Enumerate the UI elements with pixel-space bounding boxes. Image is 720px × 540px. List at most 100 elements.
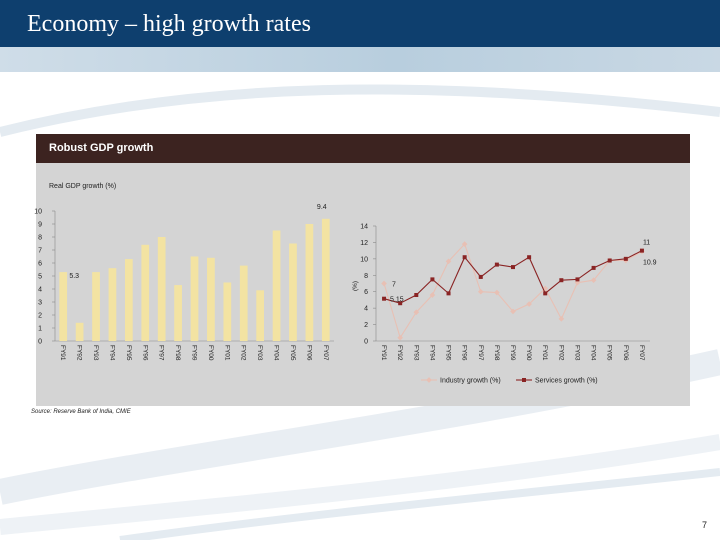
gdp-y-tick-label: 0 (38, 339, 42, 346)
gdp-y-tick-label: 8 (38, 235, 42, 242)
gdp-x-tick-label: FY00 (207, 345, 214, 361)
services-growth-point (527, 255, 532, 260)
gdp-x-tick-label: FY06 (305, 345, 312, 361)
growth-x-tick-label: FY95 (445, 345, 452, 361)
services-growth-point (382, 296, 387, 301)
gdp-bar (207, 257, 215, 341)
panel-header: Robust GDP growth (36, 134, 690, 163)
gdp-bar (190, 256, 199, 341)
growth-x-tick-label: FY00 (525, 345, 532, 361)
gdp-x-tick-label: FY98 (174, 345, 181, 361)
industry-growth-point (429, 292, 436, 298)
services-growth-point (639, 248, 644, 253)
title-bar: Economy – high growth rates (0, 0, 720, 47)
growth-x-tick-label: FY91 (380, 345, 387, 361)
industry-growth-point (397, 334, 404, 341)
gdp-bar (305, 224, 314, 341)
gdp-data-label: 5.3 (69, 273, 79, 280)
growth-x-tick-label: FY99 (509, 345, 516, 361)
industry-growth-line (383, 243, 643, 340)
industry-growth-point (461, 241, 468, 247)
growth-x-tick-label: FY02 (557, 345, 564, 361)
gdp-x-tick-label: FY95 (125, 345, 132, 361)
growth-y-tick-label: 8 (364, 273, 368, 280)
growth-data-label: 5.15 (390, 297, 404, 304)
growth-x-tick-label: FY07 (638, 345, 645, 361)
services-growth-point (591, 265, 596, 270)
services-growth-point (430, 277, 435, 282)
gdp-y-tick-label: 1 (38, 326, 42, 333)
services-growth-point (446, 291, 451, 296)
title-stripe (0, 47, 720, 72)
gdp-y-tick-label: 10 (34, 209, 42, 216)
growth-data-label: 11 (643, 240, 650, 247)
growth-x-tick-label: FY93 (412, 345, 419, 361)
services-growth-line (383, 250, 643, 304)
gdp-y-tick-label: 6 (38, 261, 42, 268)
gdp-bar (272, 230, 281, 341)
gdp-x-tick-label: FY02 (240, 345, 247, 361)
gdp-bar (59, 272, 68, 341)
gdp-chart-title: Real GDP growth (%) (49, 183, 117, 190)
gdp-data-label: 9.4 (317, 204, 327, 211)
industry-growth-point (558, 315, 565, 322)
growth-y-tick-label: 14 (360, 224, 368, 231)
gdp-bar (108, 268, 117, 341)
services-growth-point (462, 255, 467, 260)
gdp-bar (141, 244, 150, 341)
growth-y-tick-label: 4 (364, 306, 368, 313)
gdp-x-tick-label: FY04 (273, 345, 280, 361)
gdp-y-tick-label: 7 (38, 248, 42, 255)
services-growth-point (623, 256, 628, 261)
growth-y-tick-label: 12 (360, 240, 368, 247)
industry-growth-point (510, 308, 516, 315)
growth-x-tick-label: FY94 (428, 345, 435, 361)
growth-x-tick-label: FY96 (461, 345, 468, 361)
gdp-bar (174, 285, 182, 341)
gdp-bar (157, 237, 166, 341)
gdp-x-tick-label: FY03 (256, 345, 263, 361)
gdp-x-tick-label: FY97 (158, 345, 165, 361)
panel-title: Robust GDP growth (49, 142, 154, 154)
gdp-x-tick-label: FY07 (322, 345, 329, 361)
gdp-bar (289, 243, 297, 341)
gdp-y-tick-label: 2 (38, 313, 42, 320)
services-growth-point (607, 258, 612, 263)
growth-x-tick-label: FY92 (396, 345, 403, 361)
gdp-bar (321, 218, 330, 341)
gdp-x-tick-label: FY94 (108, 345, 115, 361)
growth-x-tick-label: FY97 (477, 345, 484, 361)
gdp-bar (92, 272, 100, 341)
industry-growth-point (494, 289, 500, 296)
source-note: Source: Reserve Bank of India, CMIE (31, 409, 131, 415)
services-growth-point (575, 277, 580, 282)
growth-y-tick-label: 6 (364, 289, 368, 296)
gdp-y-tick-label: 5 (38, 274, 42, 281)
services-growth-point (398, 301, 403, 306)
industry-growth-point (413, 309, 420, 316)
industry-growth-point (477, 288, 484, 295)
growth-y-tick-label: 10 (360, 256, 368, 263)
growth-x-tick-label: FY98 (493, 345, 500, 361)
gdp-x-tick-label: FY99 (191, 345, 198, 361)
page-number: 7 (702, 520, 708, 530)
growth-x-tick-label: FY05 (606, 345, 613, 361)
gdp-bar (256, 290, 265, 341)
gdp-bar (124, 259, 133, 341)
legend-label: Services growth (%) (535, 378, 598, 385)
legend-marker-services (522, 378, 526, 382)
gdp-x-tick-label: FY91 (59, 345, 66, 361)
growth-data-label: 7 (392, 282, 396, 289)
services-growth-point (543, 291, 548, 296)
gdp-bar (75, 322, 84, 341)
services-growth-point (511, 265, 515, 270)
growth-y-axis-label: (%) (352, 281, 359, 291)
services-growth-point (559, 278, 564, 283)
gdp-x-tick-label: FY05 (289, 345, 296, 361)
growth-x-tick-label: FY04 (590, 345, 597, 361)
gdp-x-tick-label: FY93 (92, 345, 99, 361)
industry-growth-point (445, 258, 452, 265)
growth-y-tick-label: 0 (364, 339, 368, 346)
slide-title: Economy – high growth rates (27, 11, 311, 37)
